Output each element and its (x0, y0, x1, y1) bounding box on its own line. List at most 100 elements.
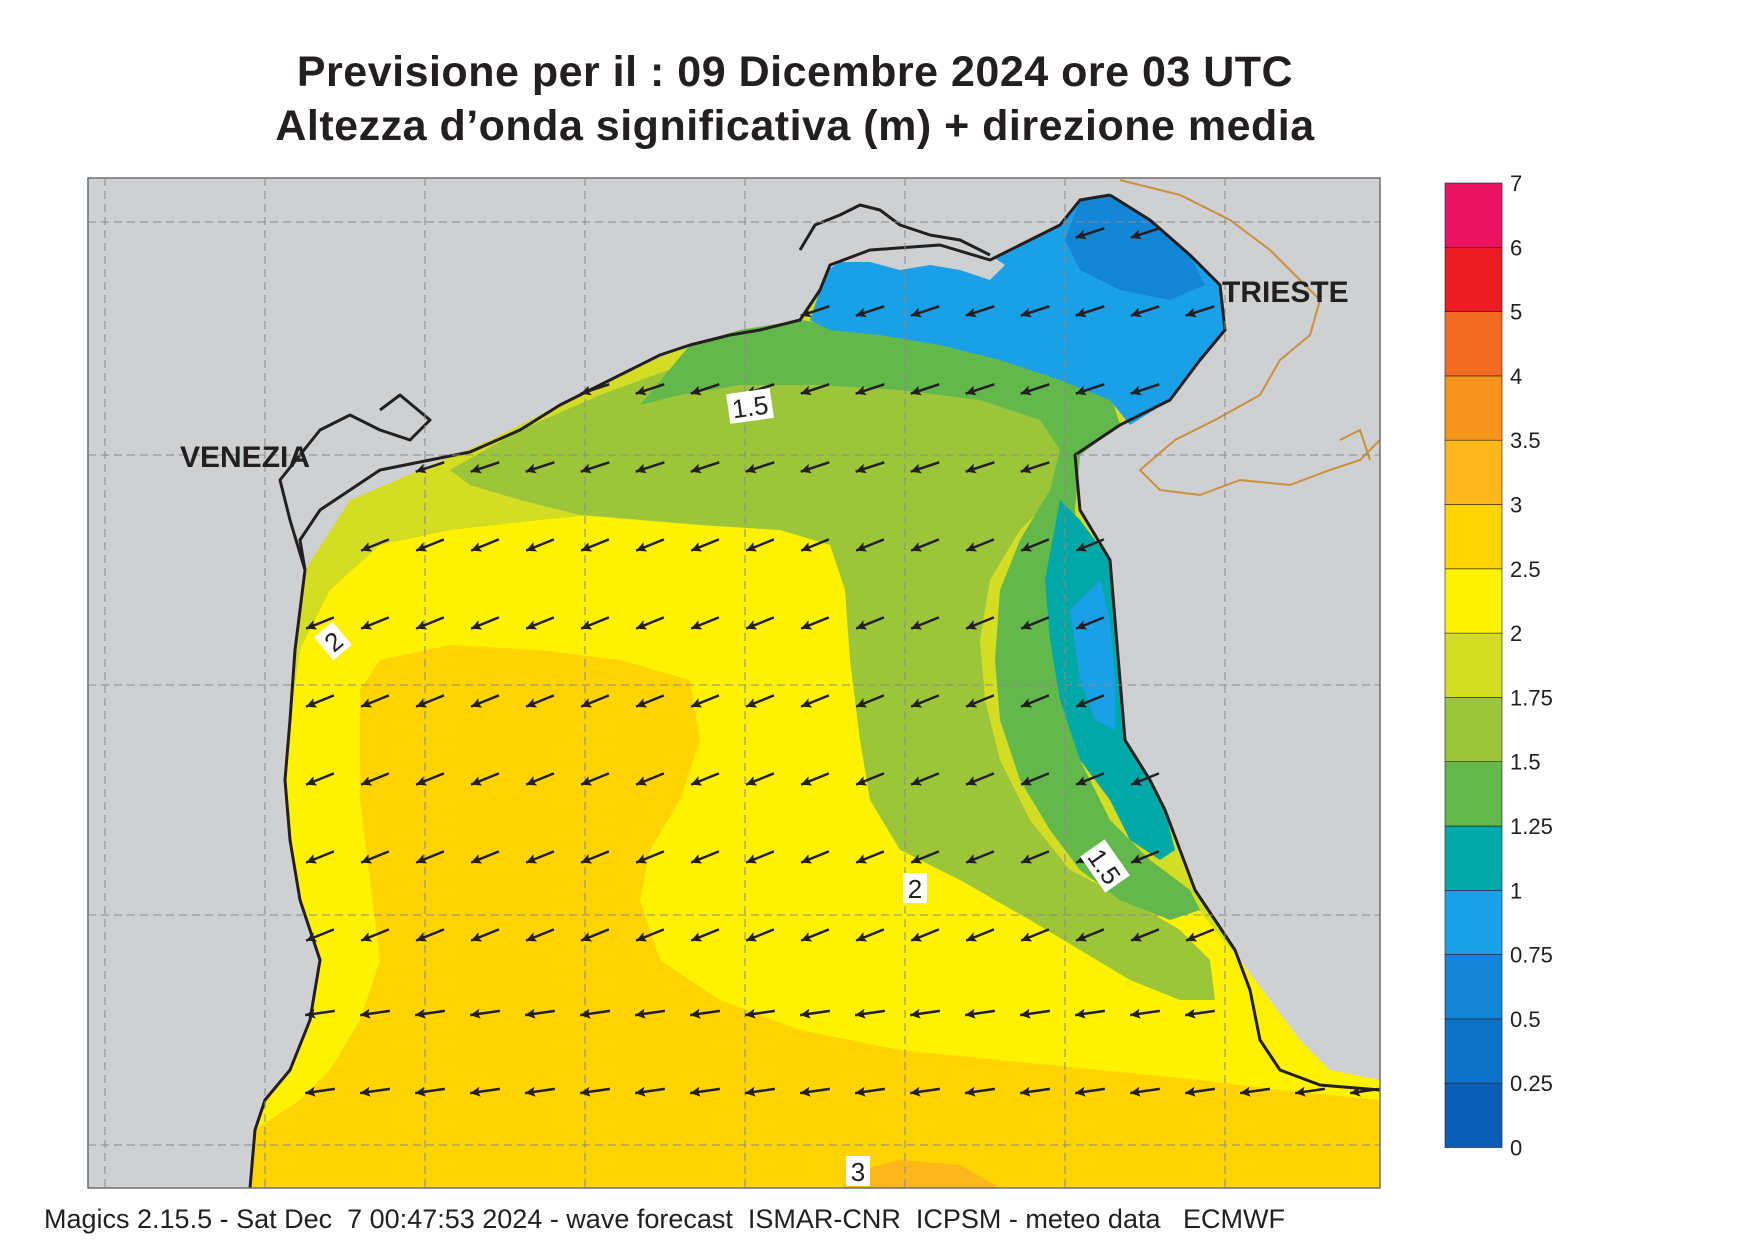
wave-arrow (1130, 772, 1160, 786)
city-label-venezia: VENEZIA (180, 441, 310, 474)
wave-arrow (580, 928, 610, 942)
svg-text:3: 3 (851, 1157, 865, 1187)
wave-arrow (359, 1008, 391, 1019)
wave-arrow (1020, 538, 1050, 552)
colorbar-swatch (1444, 568, 1503, 634)
national-border (1119, 179, 1380, 497)
wave-arrow (470, 694, 500, 708)
colorbar-tick-label: 0.75 (1510, 943, 1553, 968)
wave-arrow (744, 1086, 776, 1097)
wave-arrow (690, 772, 720, 786)
wave-arrow (470, 538, 500, 552)
wave-arrow (580, 538, 610, 552)
colorbar-legend: 0 0.25 0.5 0.75 1 1.25 1.5 1.75 2 2.5 3 3.5 4 5 6 7 (1444, 171, 1553, 1161)
wave-arrow (360, 694, 390, 708)
wave-arrow (580, 461, 610, 474)
east-coastline (1073, 193, 1380, 1092)
wave-arrow (1294, 1086, 1326, 1097)
wave-arrow (800, 616, 830, 630)
wave-arrow (635, 928, 665, 942)
wave-arrow (1020, 850, 1050, 864)
wave-arrow (1020, 383, 1050, 396)
wave-arrow (1020, 928, 1050, 942)
wave-arrow (964, 1008, 996, 1019)
colorbar-tick-label: 7 (1510, 171, 1522, 196)
wave-arrow (414, 1008, 446, 1019)
wave-arrow (799, 1008, 831, 1019)
wave-arrow (910, 383, 940, 396)
wave-arrow (580, 772, 610, 786)
colorbar-tick-label: 3.5 (1510, 428, 1541, 453)
wave-arrow (965, 538, 995, 552)
wave-arrow (1075, 928, 1105, 942)
wave-arrow (910, 538, 940, 552)
wave-arrow (855, 928, 885, 942)
wave-arrow (525, 616, 555, 630)
colorbar-tick-label: 2.5 (1510, 557, 1541, 582)
wave-arrow (1130, 227, 1160, 240)
wave-arrow (305, 928, 335, 942)
wave-arrow (524, 1008, 556, 1019)
wave-arrow (1184, 1008, 1216, 1019)
wave-arrow (1185, 305, 1215, 318)
map-area: 1.5 2 2 1.5 3 (88, 178, 1380, 1188)
svg-text:1.5: 1.5 (730, 390, 770, 425)
wave-arrow (800, 850, 830, 864)
wave-arrow (1239, 1086, 1271, 1097)
wave-arrow (415, 616, 445, 630)
wave-arrow (965, 694, 995, 708)
wave-arrow (1130, 928, 1160, 942)
wave-arrow (965, 461, 995, 474)
wave-arrow (470, 928, 500, 942)
colorbar-swatch (1444, 761, 1503, 827)
wave-arrow (470, 616, 500, 630)
wave-arrow (800, 538, 830, 552)
wave-arrow (1019, 1008, 1051, 1019)
wave-arrow (745, 461, 775, 474)
wave-arrow (470, 850, 500, 864)
wave-arrow (855, 383, 885, 396)
wave-arrow (1075, 772, 1105, 786)
wave-arrow (964, 1086, 996, 1097)
wave-arrow (910, 461, 940, 474)
svg-text:2: 2 (908, 874, 922, 904)
contour-label: 1.5 (726, 388, 774, 425)
colorbar-swatch (1444, 311, 1503, 377)
wave-arrow (635, 616, 665, 630)
wave-arrow (525, 928, 555, 942)
wave-arrow (1020, 772, 1050, 786)
wave-arrow (1184, 1086, 1216, 1097)
wave-arrow (415, 850, 445, 864)
colorbar-tick-label: 1.5 (1510, 750, 1541, 775)
wave-arrow (689, 1086, 721, 1097)
wave-arrow (305, 772, 335, 786)
wave-arrow (525, 694, 555, 708)
wave-arrow (1020, 305, 1050, 318)
wave-arrow (745, 616, 775, 630)
colorbar-swatch (1444, 439, 1503, 505)
band-3-3.5 (840, 1160, 1000, 1188)
wave-arrow (635, 850, 665, 864)
wave-arrow (304, 1008, 336, 1019)
venice-islands (340, 395, 410, 445)
contour-label: 3 (846, 1156, 870, 1187)
wave-direction-arrows (304, 227, 1380, 1097)
band-0.5-0.75 (1065, 195, 1205, 300)
wave-arrow (635, 461, 665, 474)
wave-arrow (745, 850, 775, 864)
wave-arrow (469, 1008, 501, 1019)
wave-arrow (1130, 383, 1160, 396)
wave-arrow (525, 850, 555, 864)
wave-arrow (1129, 1086, 1161, 1097)
wave-arrow (525, 772, 555, 786)
wave-arrow (579, 1086, 611, 1097)
wave-arrow (580, 850, 610, 864)
wave-arrow (1020, 461, 1050, 474)
colorbar-tick-label: 1 (1510, 878, 1522, 903)
wave-arrow (965, 850, 995, 864)
wave-arrow (1130, 850, 1160, 864)
wave-arrow (855, 850, 885, 864)
wave-arrow (470, 461, 500, 474)
colorbar-tick-label: 4 (1510, 364, 1522, 389)
wave-arrow (745, 538, 775, 552)
